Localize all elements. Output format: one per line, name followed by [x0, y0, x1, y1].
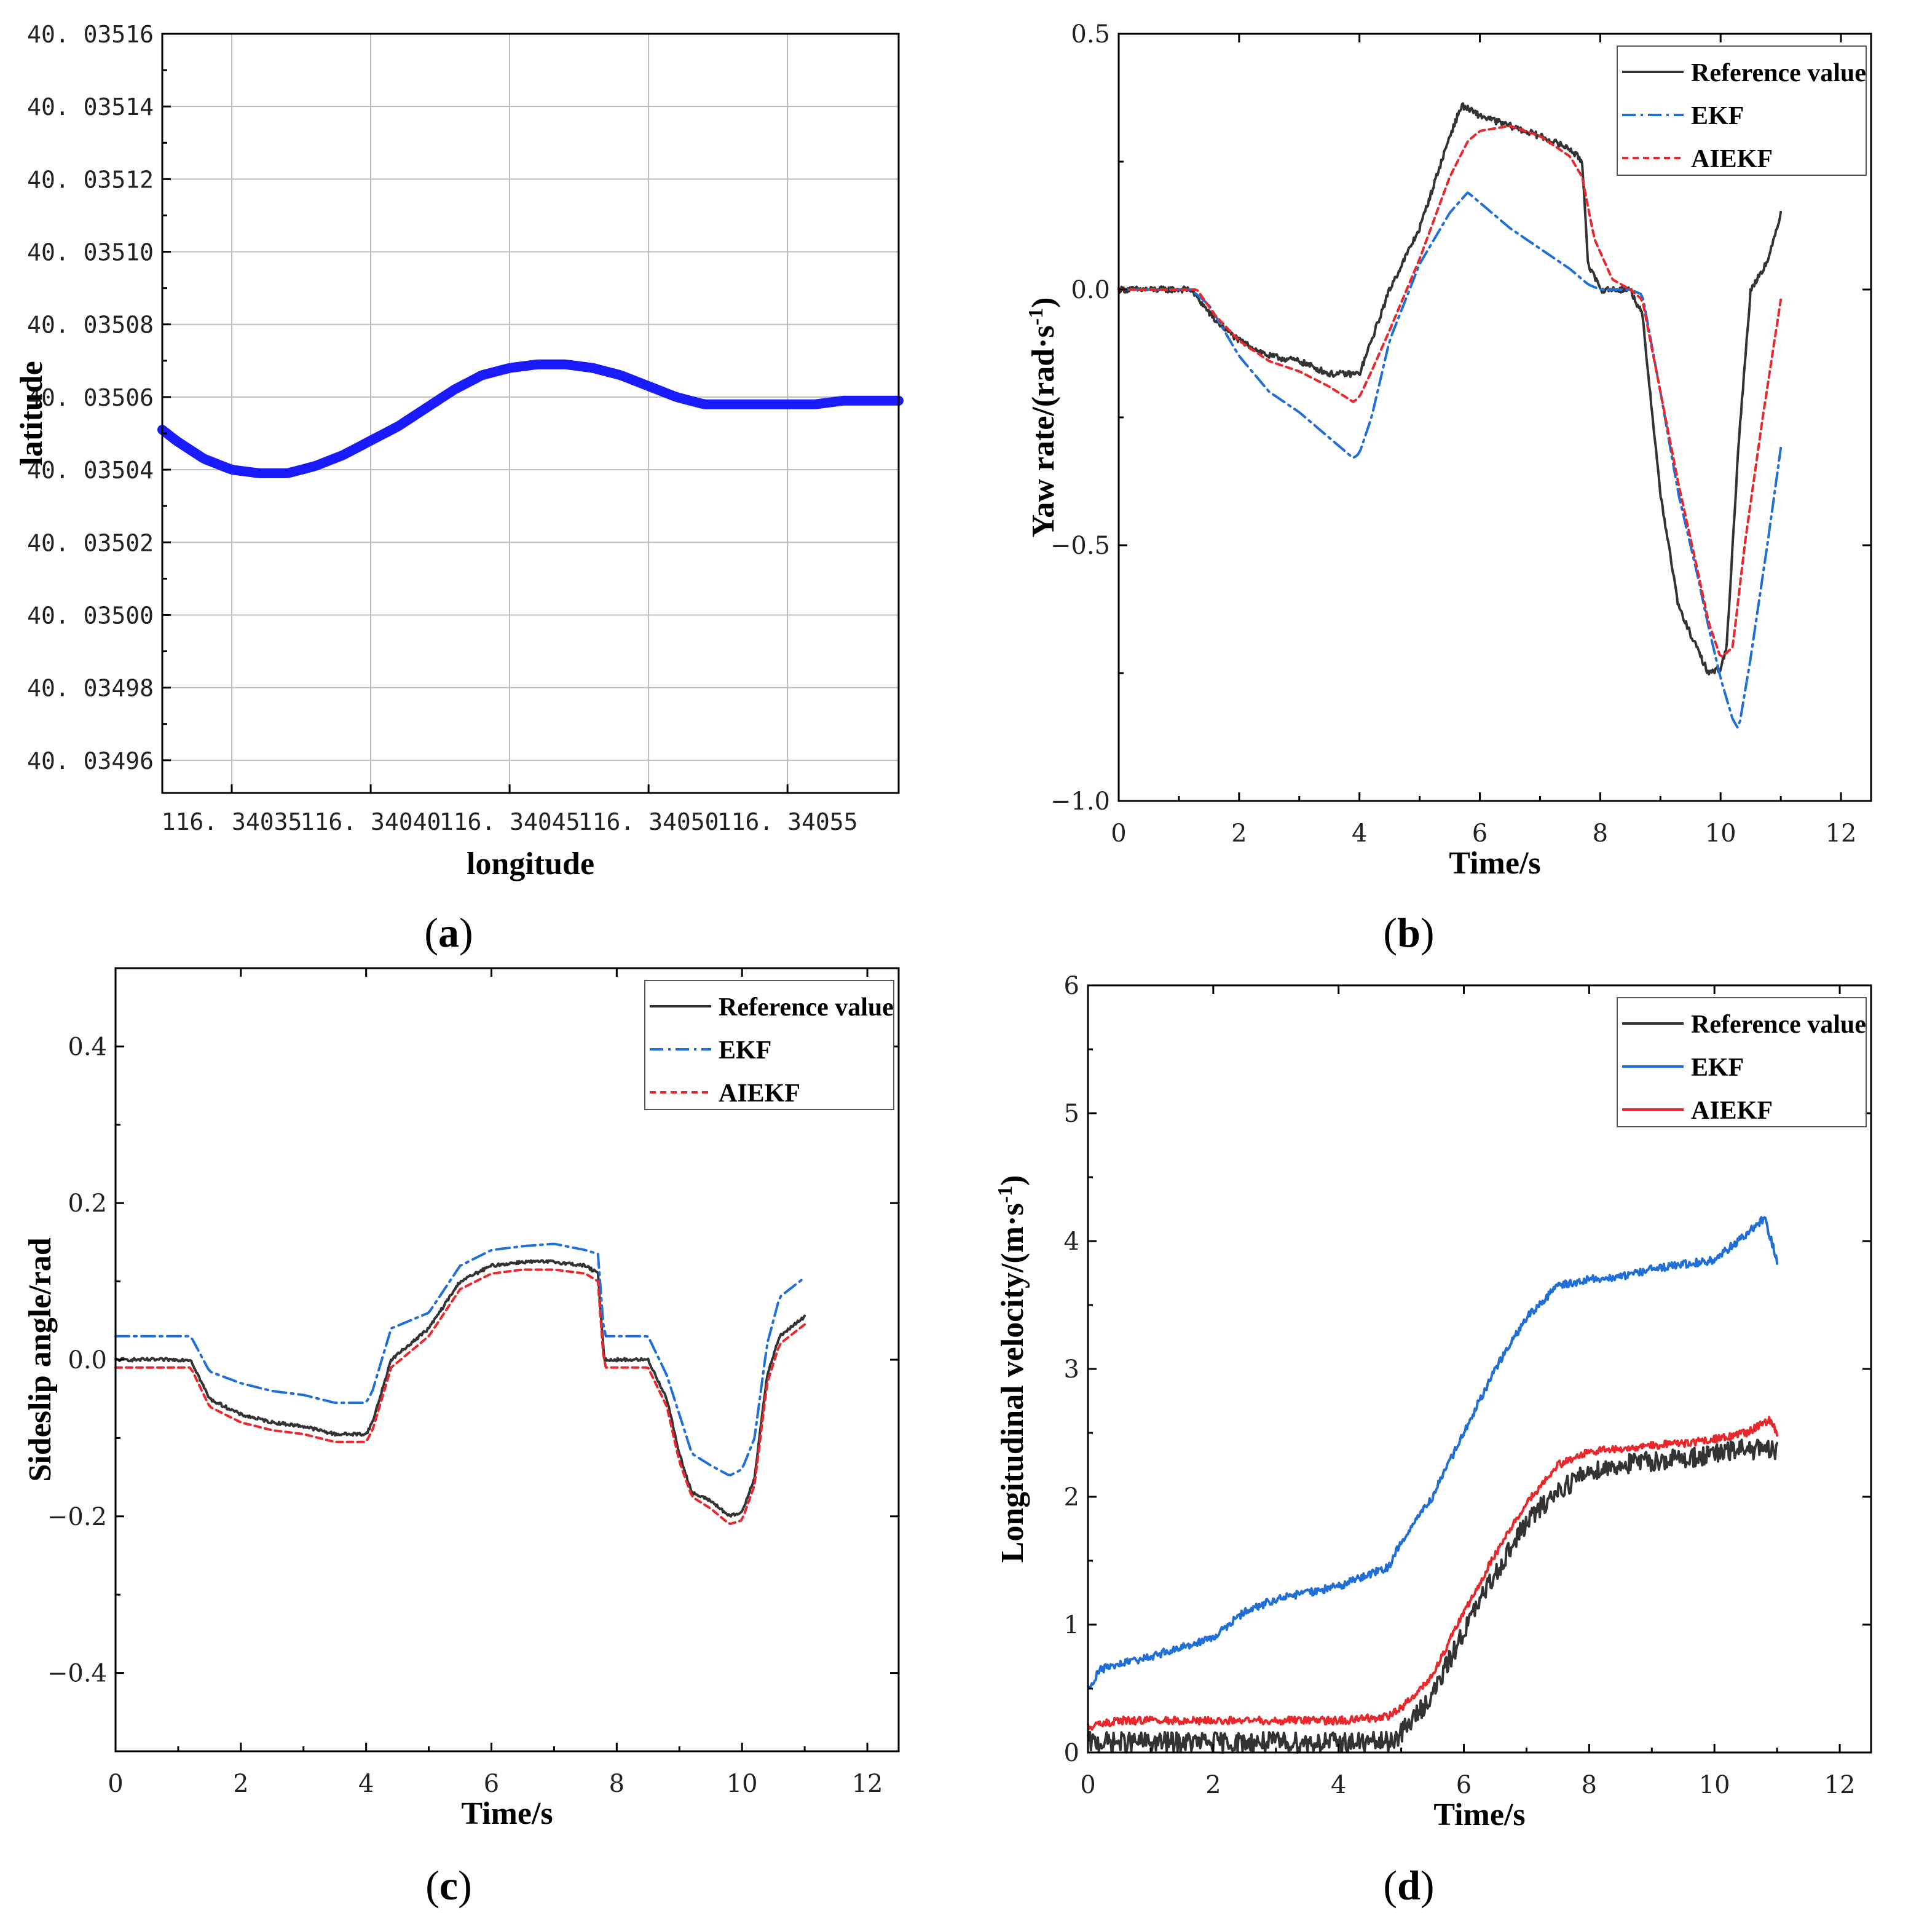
x-tick-label: 6: [1456, 1771, 1472, 1799]
legend-box: [644, 980, 894, 1110]
y-tick-label: 0.0: [1071, 276, 1110, 304]
y-tick-label: 4: [1064, 1228, 1079, 1256]
legend-label: EKF: [1691, 1054, 1744, 1082]
y-axis-title: Yaw rate/(rad·s-1): [1025, 298, 1061, 538]
x-tick-label: 10: [1699, 1771, 1730, 1799]
legend-label: EKF: [1691, 102, 1744, 130]
legend-label: Reference value: [1691, 1011, 1866, 1039]
series-line-reference-value: [1087, 1438, 1779, 1754]
y-tick-label: 0.4: [68, 1033, 107, 1061]
legend-label: AIEKF: [1691, 1097, 1773, 1125]
y-tick-label: 40. 03502: [27, 529, 154, 556]
legend: Reference value EKF AIEKF: [644, 980, 894, 1110]
y-tick-label: 40. 03508: [27, 312, 154, 339]
x-tick-label: 4: [1352, 819, 1367, 848]
panel-label: (c): [425, 1862, 472, 1909]
x-tick-label: 10: [727, 1770, 758, 1798]
y-tick-label: −0.2: [47, 1503, 107, 1531]
legend-label: Reference value: [719, 993, 894, 1022]
x-tick-label: 12: [852, 1770, 883, 1798]
series-line-reference-value: [114, 1259, 806, 1518]
panel-label: (b): [1383, 909, 1434, 956]
plot-frame: [161, 33, 900, 794]
legend-box: [1617, 997, 1867, 1127]
x-tick-label: 116. 34050: [578, 808, 719, 835]
x-tick-label: 0: [1111, 819, 1126, 848]
series-line-trajectory: [157, 359, 904, 478]
y-tick-label: 6: [1064, 972, 1079, 1000]
y-tick-label: 0: [1064, 1739, 1079, 1767]
x-tick-label: 116. 34035: [162, 808, 302, 835]
y-tick-label: 40. 03516: [27, 21, 154, 48]
legend-label: AIEKF: [1691, 145, 1773, 173]
series-line-ekf: [114, 1242, 806, 1477]
series-line-aiekf: [114, 1268, 806, 1526]
y-tick-label: 2: [1064, 1483, 1079, 1512]
series-line-ekf: [1087, 1216, 1779, 1689]
y-axis-title: Longitudinal velocity/(m·s-1): [994, 1175, 1030, 1563]
legend-label: AIEKF: [719, 1079, 800, 1108]
legend-label: Reference value: [1691, 59, 1866, 87]
legend: Reference value EKF AIEKF: [1617, 997, 1867, 1127]
y-tick-label: 5: [1064, 1100, 1079, 1128]
panel-label: (d): [1383, 1862, 1434, 1909]
x-axis-title: Time/s: [461, 1796, 553, 1831]
series-line-ekf: [1117, 191, 1783, 729]
legend: Reference value EKF AIEKF: [1617, 45, 1867, 176]
x-tick-label: 6: [1472, 819, 1488, 848]
y-tick-label: 40. 03504: [27, 457, 154, 484]
x-tick-label: 8: [1582, 1771, 1597, 1799]
x-tick-label: 8: [609, 1770, 625, 1798]
y-tick-label: 1: [1064, 1611, 1079, 1639]
y-tick-label: 0.5: [1071, 20, 1110, 49]
x-tick-label: 4: [1331, 1771, 1346, 1799]
x-tick-label: 2: [1205, 1771, 1221, 1799]
x-tick-label: 8: [1593, 819, 1608, 848]
x-axis-title: Time/s: [1433, 1797, 1525, 1832]
y-tick-label: 40. 03496: [27, 747, 154, 775]
chart-b: 0 2 4 6 8 10 12 −1.0 −0.5 0.0 0.5 Time/s Yaw rate/(r…: [1025, 20, 1872, 956]
x-axis-title: longitude: [467, 846, 594, 881]
x-tick-label: 2: [233, 1770, 248, 1798]
y-tick-label: −1.0: [1050, 787, 1110, 816]
x-tick-label: 12: [1826, 819, 1857, 848]
y-tick-label: 40. 03512: [27, 166, 154, 193]
series-line-aiekf: [1117, 125, 1783, 658]
x-tick-label: 116. 34040: [301, 808, 441, 835]
x-tick-label: 10: [1705, 819, 1736, 848]
y-tick-label: 0.2: [68, 1189, 107, 1218]
y-tick-label: 40. 03514: [27, 93, 154, 120]
x-tick-label: 4: [358, 1770, 374, 1798]
x-tick-label: 12: [1824, 1771, 1856, 1799]
y-tick-label: 3: [1064, 1355, 1079, 1384]
y-axis-title: Sideslip angle/rad: [23, 1237, 58, 1481]
x-tick-label: 0: [1080, 1771, 1095, 1799]
series-line-aiekf: [1087, 1416, 1779, 1731]
y-axis-title: latitude: [14, 361, 49, 465]
y-tick-label: 40. 03506: [27, 384, 154, 411]
x-tick-label: 116. 34055: [717, 808, 858, 835]
chart-c: 0 2 4 6 8 10 12 −0.4 −0.2 0.0 0.2 0.4 Time/s Sideslip…: [23, 967, 900, 1909]
y-tick-label: 40. 03498: [27, 675, 154, 702]
y-tick-label: 40. 03500: [27, 602, 154, 629]
legend-label: EKF: [719, 1036, 771, 1065]
x-tick-label: 0: [108, 1770, 123, 1798]
y-tick-label: −0.5: [1050, 532, 1110, 560]
x-tick-label: 6: [484, 1770, 499, 1798]
x-tick-label: 116. 34045: [439, 808, 580, 835]
panel-label: (a): [424, 909, 473, 956]
y-tick-label: 40. 03510: [27, 239, 154, 266]
series-line-reference-value: [1117, 102, 1783, 676]
legend-box: [1617, 45, 1867, 176]
x-tick-label: 2: [1231, 819, 1247, 848]
y-tick-label: −0.4: [47, 1660, 107, 1688]
y-tick-label: 0.0: [68, 1346, 107, 1374]
x-axis-title: Time/s: [1449, 846, 1540, 881]
